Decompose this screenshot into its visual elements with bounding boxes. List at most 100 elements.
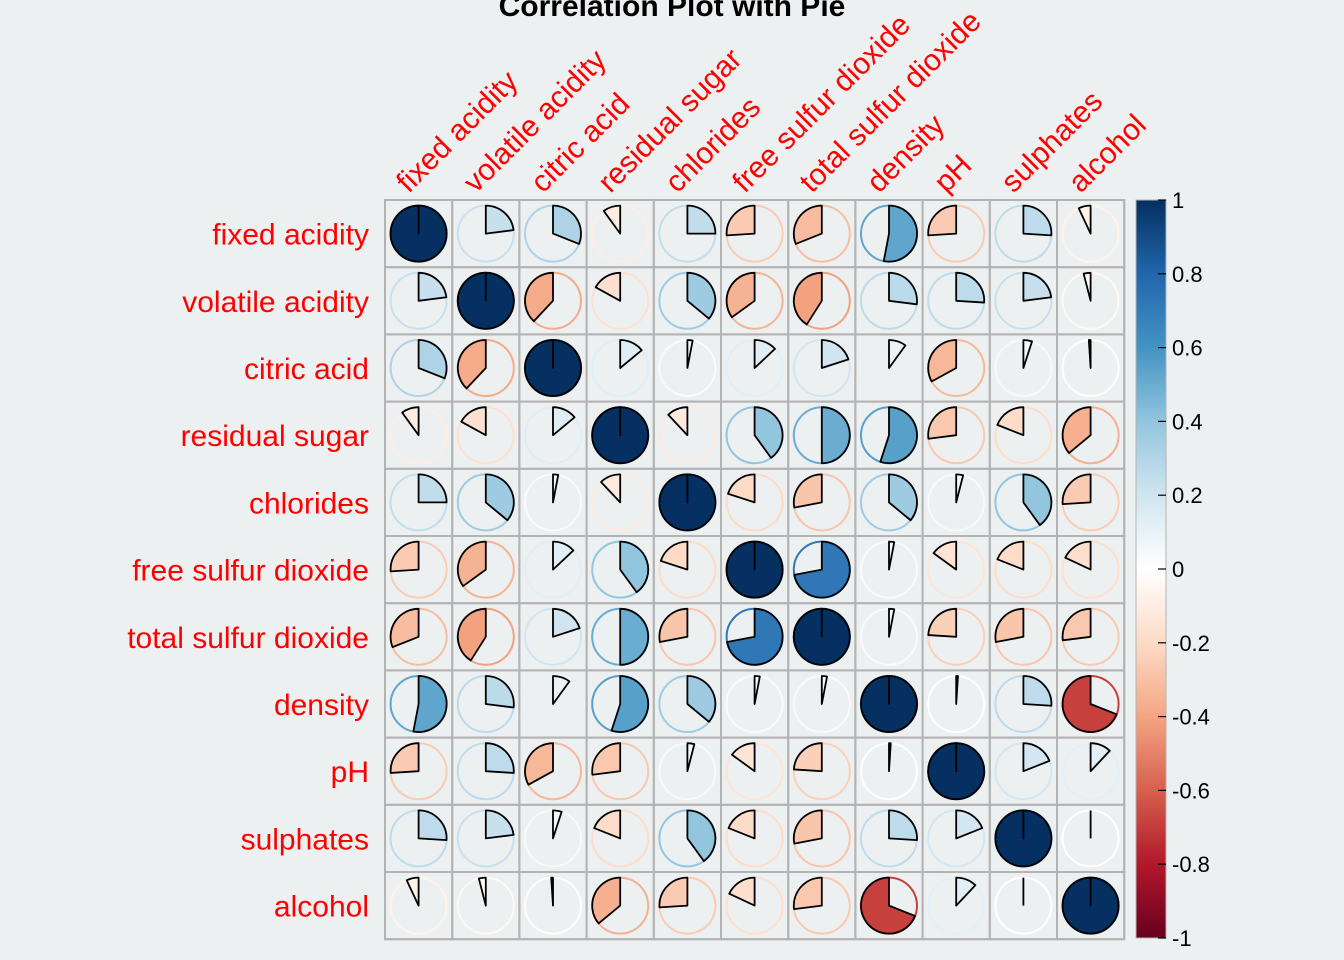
pie-wedge (728, 876, 756, 907)
pie-cell (854, 736, 924, 806)
pie-wedge (401, 406, 420, 437)
pie-wedge (994, 809, 1053, 868)
pie-wedge (1022, 473, 1053, 526)
pie-cell (652, 266, 722, 336)
pie-wedge (888, 540, 896, 571)
pie-wedge (619, 540, 650, 594)
pie-wedge (1061, 876, 1120, 935)
pie-cell (384, 803, 454, 873)
pie-wedge (725, 271, 756, 319)
pie-wedge (619, 607, 650, 666)
pie-cell (787, 400, 857, 470)
pie-cell (720, 467, 790, 537)
pie-wedge (1061, 406, 1092, 454)
pie-cell (854, 333, 924, 403)
cell-border (1056, 871, 1126, 941)
pie-wedge (658, 607, 689, 643)
colorbar-tick-label: -0.6 (1172, 778, 1210, 803)
pie-cell (1056, 199, 1126, 269)
pie-cell (518, 266, 588, 336)
pie-wedge (955, 271, 986, 304)
pie-wedge (686, 809, 717, 862)
pie-cell (988, 803, 1058, 873)
pie-cell (787, 266, 857, 336)
pie-cell (652, 871, 722, 941)
pie-wedge (1022, 339, 1033, 369)
pie-wedge (1064, 540, 1092, 571)
pie-cell (921, 602, 991, 672)
row-label: residual sugar (181, 420, 369, 453)
pie-cell (720, 535, 790, 605)
pie-cell (518, 467, 588, 537)
pie-wedge (477, 876, 487, 907)
chart-title: Correlation Plot with Pie (499, 0, 846, 23)
pie-wedge (524, 742, 554, 786)
pie-cell (854, 467, 924, 537)
pie-wedge (667, 406, 689, 437)
pie-cell (854, 669, 924, 739)
colorbar-tick-label: 0.2 (1172, 483, 1203, 508)
pie-cell (787, 602, 857, 672)
row-label: volatile acidity (182, 286, 369, 319)
pie-wedge (417, 339, 448, 380)
pie-cell (854, 535, 924, 605)
pie-wedge (994, 607, 1025, 643)
pie-cell (787, 871, 857, 941)
pie-cell (787, 669, 857, 739)
pie-cell (1056, 803, 1126, 873)
pie-wedge (927, 204, 958, 237)
pie-wedge (389, 204, 448, 263)
pie-wedge (460, 406, 487, 437)
pie-wedge (932, 540, 958, 571)
colorbar-legend: 1 0.8 0.6 0.4 0.2 0 -0.2 -0.4 -0.6 -0.8 -1 (1135, 188, 1210, 951)
pie-cell (652, 669, 722, 739)
pie-cell (518, 199, 588, 269)
pie-wedge (389, 607, 420, 649)
pie-wedge (753, 675, 761, 705)
colorbar-tick-label: 1 (1172, 188, 1184, 213)
pie-wedge (820, 339, 850, 369)
pie-wedge (593, 809, 622, 840)
pie-cell (451, 535, 521, 605)
pie-wedge (731, 742, 756, 773)
pie-cell (720, 333, 790, 403)
colorbar-tick-label: 0.4 (1172, 409, 1203, 434)
pie-wedge (600, 473, 622, 504)
pie-cell (988, 266, 1058, 336)
pie-cell (921, 669, 991, 739)
matrix-cells (384, 199, 1126, 941)
pie-wedge (1061, 607, 1092, 642)
pie-cell (854, 871, 924, 941)
pie-wedge (888, 809, 918, 842)
pie-wedge (888, 339, 907, 369)
pie-cell (988, 333, 1058, 403)
pie-wedge (955, 809, 984, 840)
pie-cell (652, 400, 722, 470)
pie-cell (585, 803, 655, 873)
pie-cell (720, 400, 790, 470)
pie-wedge (725, 204, 756, 237)
pie-cell (384, 467, 454, 537)
pie-wedge (792, 204, 823, 245)
pie-wedge (753, 406, 784, 459)
pie-cell (585, 736, 655, 806)
pie-cell (652, 467, 722, 537)
pie-cell (854, 266, 924, 336)
pie-wedge (888, 271, 918, 306)
pie-cell (921, 535, 991, 605)
pie-wedge (792, 742, 823, 773)
colorbar-tick-label: 0.8 (1172, 262, 1203, 287)
pie-cell (787, 199, 857, 269)
pie-cell (451, 736, 521, 806)
pie-wedge (860, 675, 918, 733)
pie-cell (451, 199, 521, 269)
pie-wedge (417, 473, 448, 504)
pie-wedge (405, 876, 420, 907)
pie-cell (384, 266, 454, 336)
pie-wedge (610, 675, 650, 733)
row-label: density (274, 689, 369, 722)
pie-wedge (484, 809, 515, 840)
pie-wedge (927, 607, 958, 638)
row-label: pH (331, 756, 369, 789)
